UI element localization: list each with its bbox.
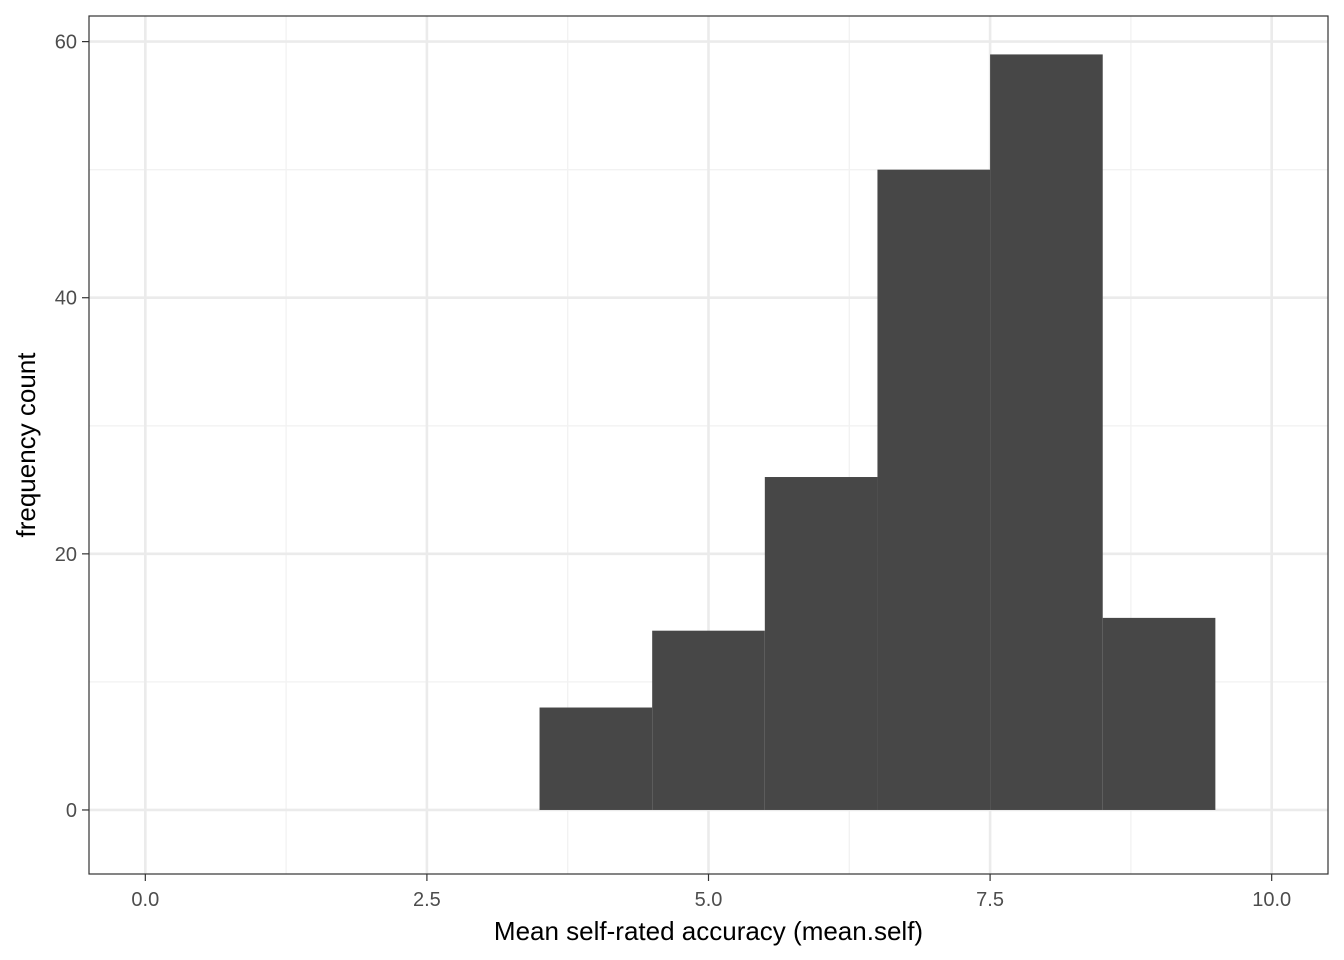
x-tick-label-1: 2.5: [413, 889, 441, 911]
histogram-bar-1: [652, 630, 765, 810]
histogram-bar-2: [764, 477, 878, 810]
x-tick-label-3: 7.5: [976, 889, 1004, 911]
histogram-bar-0: [539, 707, 653, 810]
histogram-bar-5: [1102, 617, 1216, 810]
axis-ticks: [82, 41, 1273, 881]
y-tick-label-3: 60: [55, 32, 77, 54]
y-tick-label-1: 20: [55, 544, 77, 566]
histogram-bar-4: [990, 54, 1103, 810]
x-tick-label-2: 5.0: [695, 889, 723, 911]
x-tick-label-4: 10.0: [1252, 889, 1291, 911]
x-tick-label-0: 0.0: [131, 889, 159, 911]
histogram-bar-3: [877, 169, 991, 810]
histogram-bars: [539, 54, 1216, 810]
y-tick-label-2: 40: [55, 288, 77, 310]
axis-tick-labels: 0.0 2.5 5.0 7.5 10.0 0 20 40 60: [55, 32, 1291, 911]
y-tick-label-0: 0: [66, 800, 77, 822]
y-axis-title: frequency count: [11, 352, 41, 538]
x-axis-title: Mean self-rated accuracy (mean.self): [494, 916, 923, 946]
